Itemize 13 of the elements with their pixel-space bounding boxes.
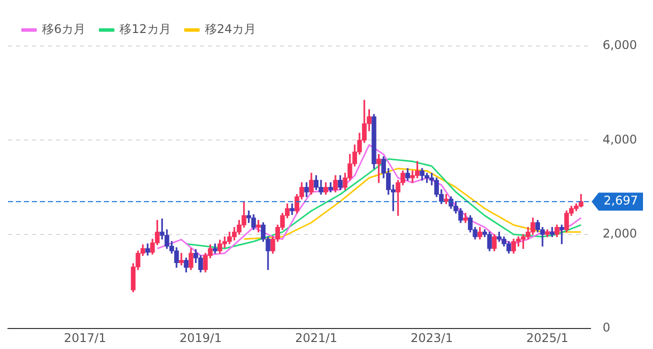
x-tick-label: 2019/1 (180, 330, 222, 345)
x-tick-label: 2021/1 (295, 330, 338, 345)
y-tick-label: 6,000 (602, 38, 638, 52)
ref-line-label: 2,697 (604, 194, 638, 208)
x-tick-label: 2025/1 (526, 330, 568, 345)
legend-label: 移24カ月 (204, 22, 256, 36)
legend-label: 移6カ月 (42, 22, 86, 36)
y-tick-label: 2,000 (602, 226, 638, 241)
x-tick-label: 2017/1 (64, 330, 106, 345)
y-tick-label: 4,000 (602, 132, 638, 146)
legend-label: 移12カ月 (120, 22, 171, 36)
x-tick-label: 2023/1 (410, 330, 453, 345)
y-tick-label: 0 (602, 320, 610, 335)
